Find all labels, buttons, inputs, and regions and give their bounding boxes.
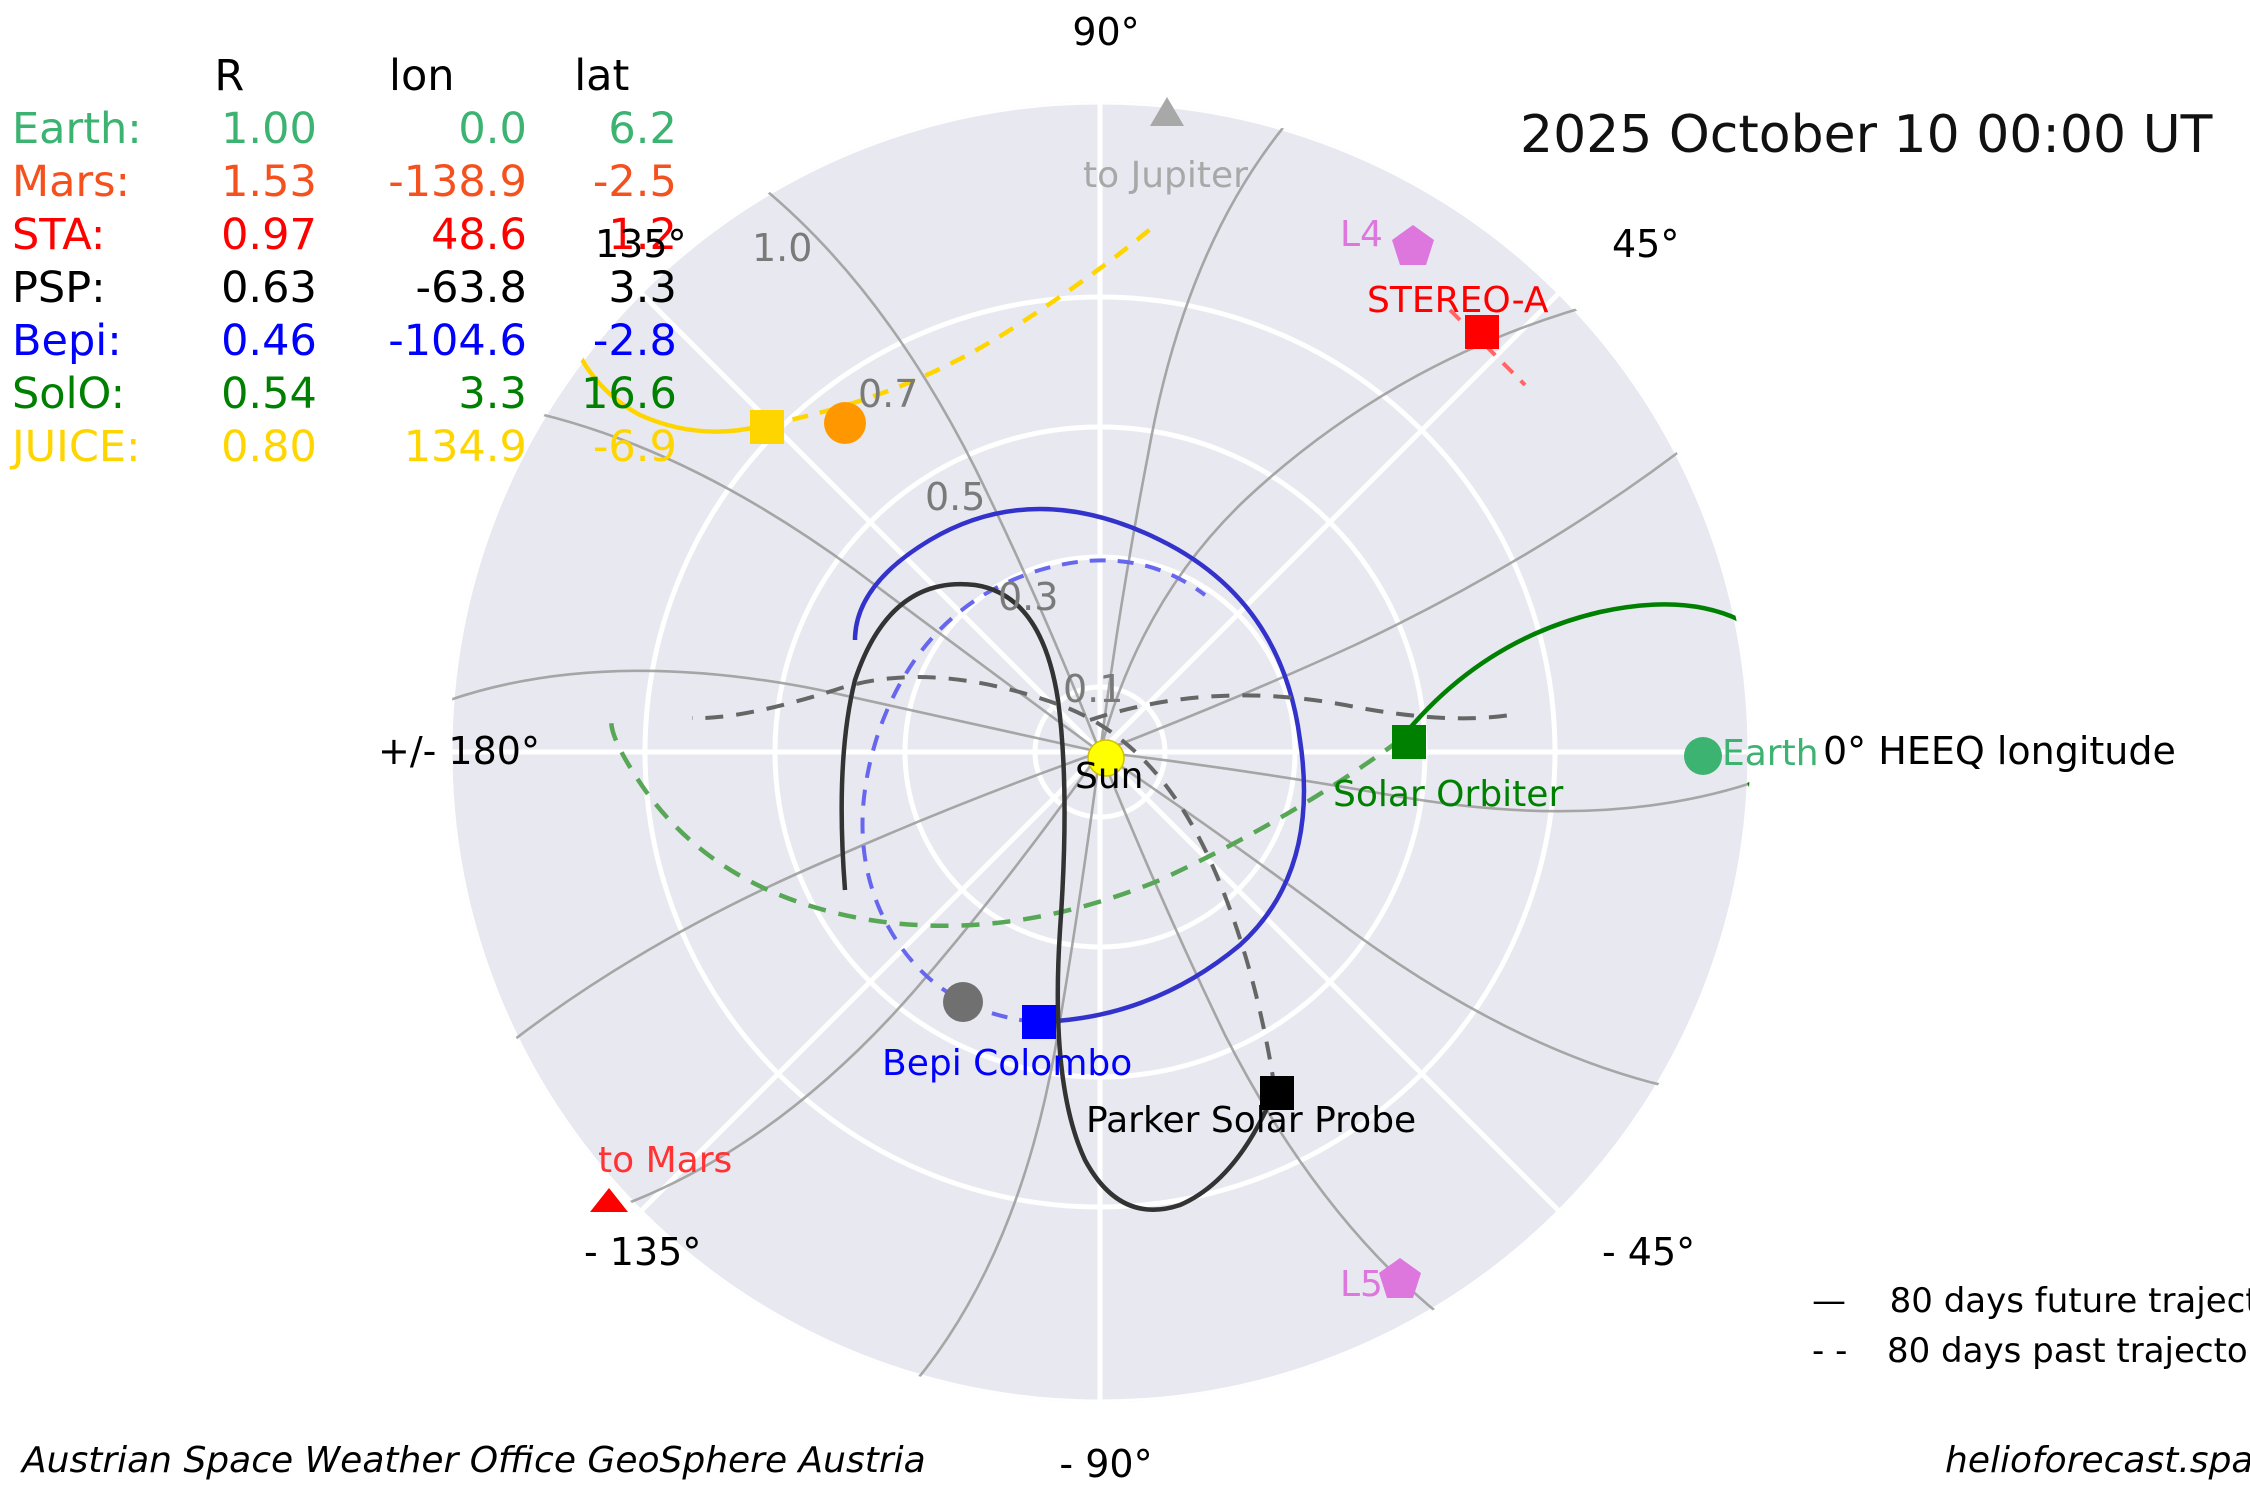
marker-solar-orbiter[interactable] xyxy=(1392,725,1426,759)
radial-label-0-1: 0.1 xyxy=(1063,667,1124,711)
row-lat: -2.5 xyxy=(592,157,677,207)
angle-label-135: 135° xyxy=(595,222,687,266)
row-name: JUICE: xyxy=(12,422,141,472)
table-row: STA: 0.97 48.6 1.2 xyxy=(12,209,677,262)
angle-label-0-heeq: 0° HEEQ longitude xyxy=(1823,729,2176,773)
marker-juice[interactable] xyxy=(750,410,784,444)
row-r: 0.80 xyxy=(221,422,317,472)
row-name: Bepi: xyxy=(12,316,122,366)
marker-l5[interactable] xyxy=(1379,1258,1421,1298)
header-blank xyxy=(12,50,142,103)
marker-sun[interactable] xyxy=(1087,739,1125,777)
row-lon: 48.6 xyxy=(431,210,527,260)
row-lat: 3.3 xyxy=(608,263,677,313)
grid-spokes xyxy=(450,102,1750,1402)
parker-spiral-grid xyxy=(450,102,1750,1402)
angle-label-minus45: - 45° xyxy=(1602,1230,1696,1274)
row-lon: -138.9 xyxy=(388,157,527,207)
header-lat: lat xyxy=(574,51,630,101)
header-r: R xyxy=(214,51,245,101)
marker-to-mars xyxy=(590,1188,628,1212)
row-lat: 6.2 xyxy=(608,104,677,154)
row-lon: -104.6 xyxy=(388,316,527,366)
trajectory-solo-past xyxy=(609,710,1402,928)
table-row: JUICE: 0.80 134.9 -6.9 xyxy=(12,421,677,474)
row-r: 0.97 xyxy=(221,210,317,260)
label-l5: L5 xyxy=(1340,1264,1383,1305)
table-row: Earth: 1.00 0.0 6.2 xyxy=(12,103,677,156)
marker-to-jupiter xyxy=(1150,97,1184,126)
trajectory-bepi-past xyxy=(860,558,1207,1024)
row-r: 1.53 xyxy=(221,157,317,207)
angle-label-90: 90° xyxy=(1072,10,1140,54)
table-row: SolO: 0.54 3.3 16.6 xyxy=(12,368,677,421)
row-lat: -6.9 xyxy=(592,422,677,472)
chart-title: 2025 October 10 00:00 UT xyxy=(1520,105,2213,165)
footer-right: helioforecast.space xyxy=(1945,1440,2250,1481)
row-lon: 3.3 xyxy=(458,369,527,419)
marker-venus[interactable] xyxy=(824,402,866,444)
label-earth: Earth xyxy=(1722,733,1819,774)
label-to-mars: to Mars xyxy=(598,1140,733,1181)
angle-label-45: 45° xyxy=(1612,222,1680,266)
radial-label-1-0: 1.0 xyxy=(752,226,813,270)
row-lon: 0.0 xyxy=(458,104,527,154)
legend-past-label: 80 days past trajectory xyxy=(1886,1331,2250,1371)
label-bepi-colombo: Bepi Colombo xyxy=(882,1043,1133,1084)
row-name: SolO: xyxy=(12,369,126,419)
marker-earth[interactable] xyxy=(1684,737,1722,775)
table-header-row: R lon lat xyxy=(12,50,677,103)
row-name: STA: xyxy=(12,210,106,260)
label-sun: Sun xyxy=(1075,756,1144,797)
marker-mercury[interactable] xyxy=(943,982,983,1022)
marker-parker-solar-probe[interactable] xyxy=(1260,1076,1294,1110)
table-row: Mars: 1.53 -138.9 -2.5 xyxy=(12,156,677,209)
legend-future-row: — 80 days future trajectory xyxy=(1812,1281,2250,1321)
label-to-jupiter: to Jupiter xyxy=(1083,155,1248,196)
position-table: R lon lat Earth: 1.00 0.0 6.2 Mars: 1.53… xyxy=(12,50,677,474)
row-lat: 16.6 xyxy=(581,369,677,419)
trajectory-psp-future xyxy=(839,581,1278,1212)
row-r: 0.63 xyxy=(221,263,317,313)
row-r: 1.00 xyxy=(221,104,317,154)
angle-label-minus90: - 90° xyxy=(1059,1442,1153,1486)
trajectory-psp-past-outer xyxy=(1089,693,1511,722)
row-name: Earth: xyxy=(12,104,142,154)
trajectory-solo-future xyxy=(1398,602,1750,788)
label-parker-solar-probe: Parker Solar Probe xyxy=(1086,1100,1417,1141)
marker-stereo-a[interactable] xyxy=(1465,315,1499,349)
row-name: PSP: xyxy=(12,263,106,313)
trajectory-psp-past xyxy=(691,675,1277,1091)
row-r: 0.54 xyxy=(221,369,317,419)
footer-left: Austrian Space Weather Office GeoSphere … xyxy=(22,1440,926,1481)
trajectory-bepi-future xyxy=(852,506,1307,1025)
row-r: 0.46 xyxy=(221,316,317,366)
row-name: Mars: xyxy=(12,157,131,207)
trajectory-juice-past xyxy=(764,223,1157,428)
label-solar-orbiter: Solar Orbiter xyxy=(1333,774,1564,815)
radial-label-0-7: 0.7 xyxy=(858,372,919,416)
radial-label-0-3: 0.3 xyxy=(998,575,1059,619)
row-lon: 134.9 xyxy=(403,422,527,472)
legend-past-row: - - 80 days past trajectory xyxy=(1812,1331,2250,1371)
label-stereo-a: STEREO-A xyxy=(1367,280,1549,321)
marker-bepi-colombo[interactable] xyxy=(1022,1005,1056,1039)
angle-label-180: +/- 180° xyxy=(378,729,540,773)
row-lat: -2.8 xyxy=(592,316,677,366)
legend-past-dash: - - xyxy=(1812,1331,1848,1371)
angle-label-minus135: - 135° xyxy=(584,1230,702,1274)
marker-l4[interactable] xyxy=(1392,225,1434,265)
table-row: Bepi: 0.46 -104.6 -2.8 xyxy=(12,315,677,368)
label-l4: L4 xyxy=(1340,214,1383,255)
row-lon: -63.8 xyxy=(415,263,527,313)
table-row: PSP: 0.63 -63.8 3.3 xyxy=(12,262,677,315)
header-lon: lon xyxy=(389,51,455,101)
row-lat: 1.2 xyxy=(608,210,677,260)
radial-label-0-5: 0.5 xyxy=(925,475,986,519)
legend-future-label: 80 days future trajectory xyxy=(1889,1281,2250,1321)
legend-future-dash: — xyxy=(1812,1281,1846,1321)
